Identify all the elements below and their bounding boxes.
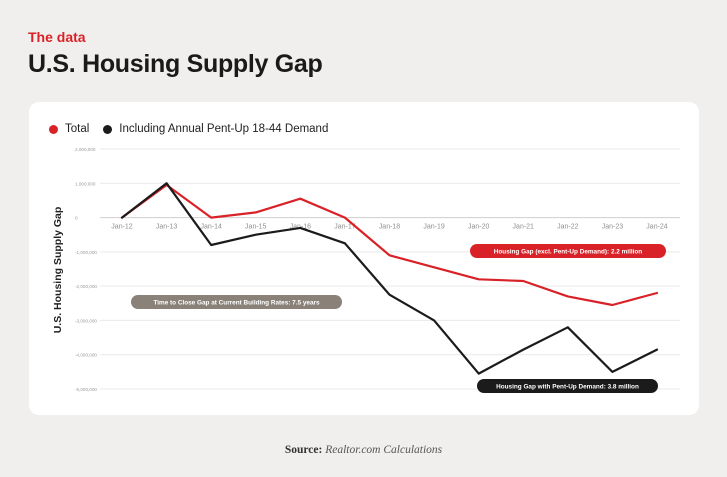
page-title: U.S. Housing Supply Gap bbox=[28, 50, 323, 78]
source-label: Source: bbox=[284, 444, 323, 456]
chart-legend: Total Including Annual Pent-Up 18-44 Dem… bbox=[49, 123, 342, 135]
y-tick-label: 1,000,000 bbox=[75, 181, 96, 186]
annotation-time-to-close-pill bbox=[131, 295, 342, 309]
legend-label-total: Total bbox=[65, 123, 90, 135]
annotation-pentup-gap-text: Housing Gap with Pent-Up Demand: 3.8 mil… bbox=[496, 384, 639, 391]
y-tick-label: -3,000,000 bbox=[75, 318, 97, 323]
x-tick-label: Jan-12 bbox=[111, 224, 133, 231]
y-tick-label: -2,000,000 bbox=[75, 284, 97, 289]
x-tick-label: Jan-22 bbox=[557, 224, 579, 231]
legend-swatch-pentup bbox=[103, 124, 113, 134]
annotation-time-to-close-text: Time to Close Gap at Current Building Ra… bbox=[153, 300, 320, 307]
x-tick-label: Jan-21 bbox=[513, 224, 535, 231]
x-tick-label: Jan-20 bbox=[468, 224, 490, 231]
legend-item-total[interactable]: Total bbox=[49, 123, 89, 135]
annotation-pentup-gap-pill bbox=[477, 379, 658, 393]
x-tick-label: Jan-23 bbox=[602, 224, 624, 231]
chart-card bbox=[29, 102, 699, 415]
x-tick-label: Jan-14 bbox=[200, 224, 222, 231]
y-tick-label: -1,000,000 bbox=[75, 250, 97, 255]
x-tick-label: Jan-15 bbox=[245, 224, 267, 231]
x-tick-label: Jan-13 bbox=[156, 224, 178, 231]
annotation-total-gap-text: Housing Gap (excl. Pent-Up Demand): 2.2 … bbox=[494, 249, 643, 256]
x-tick-label: Jan-17 bbox=[334, 224, 356, 231]
x-tick-label: Jan-19 bbox=[423, 224, 445, 231]
source-text: Realtor.com Calculations bbox=[325, 444, 443, 456]
y-tick-label: -4,000,000 bbox=[75, 353, 97, 358]
annotation-total-gap-pill bbox=[470, 244, 666, 258]
legend-item-pentup[interactable]: Including Annual Pent-Up 18-44 Demand bbox=[103, 123, 328, 135]
y-tick-label: 0 bbox=[75, 216, 78, 221]
series-line-pentup bbox=[120, 182, 659, 375]
x-tick-label: Jan-18 bbox=[379, 224, 401, 231]
series-line-total bbox=[120, 183, 659, 307]
legend-swatch-total bbox=[49, 124, 58, 134]
y-tick-label: 2,000,000 bbox=[75, 147, 96, 152]
legend-label-pentup: Including Annual Pent-Up 18-44 Demand bbox=[119, 123, 329, 135]
x-tick-label: Jan-24 bbox=[646, 224, 668, 231]
eyebrow-label: The data bbox=[28, 29, 86, 45]
y-tick-label: -5,000,000 bbox=[75, 387, 97, 392]
source-note: Source: Realtor.com Calculations bbox=[0, 444, 727, 456]
